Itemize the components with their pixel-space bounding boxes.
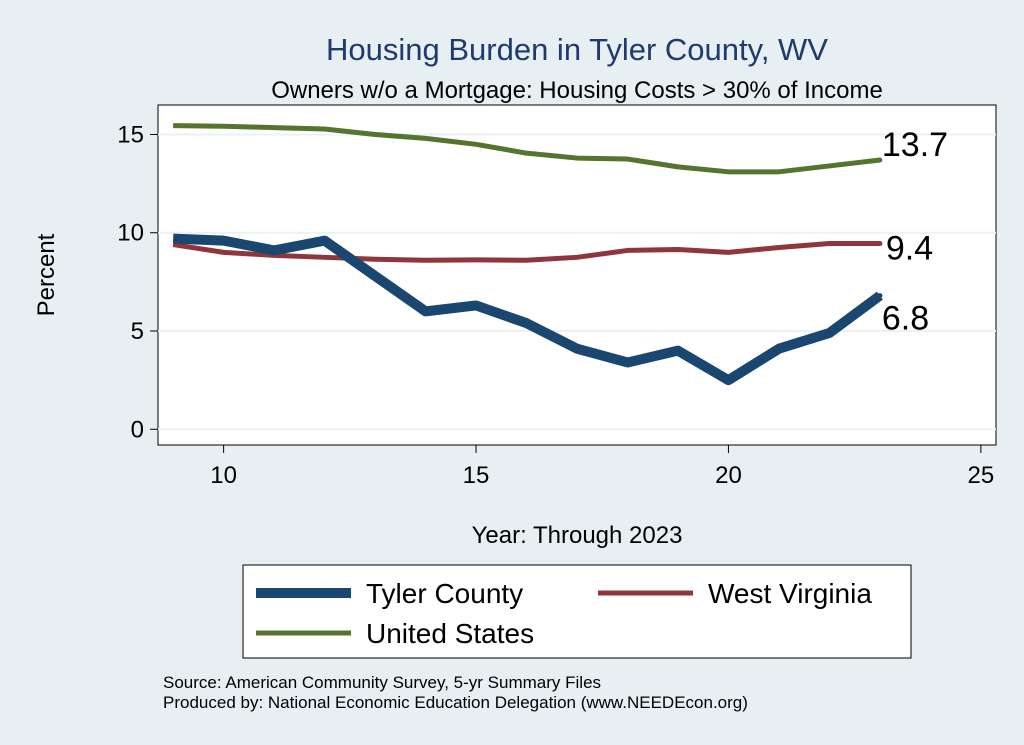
series-line-united-states	[173, 123, 881, 175]
y-tick-label-5: 5	[131, 318, 144, 345]
y-tick-label-10: 10	[117, 220, 144, 247]
source-line: Source: American Community Survey, 5-yr …	[163, 673, 601, 692]
chart-title: Housing Burden in Tyler County, WV	[326, 32, 828, 67]
legend-label-united-states: United States	[366, 618, 534, 649]
legend: Tyler County West Virginia United States	[256, 578, 872, 649]
produced-by-line: Produced by: National Economic Education…	[163, 693, 748, 712]
series-line-tyler-county	[172, 233, 883, 386]
series-lines	[172, 123, 883, 386]
end-label-tyler-county: 6.8	[882, 300, 929, 338]
chart-subtitle: Owners w/o a Mortgage: Housing Costs > 3…	[271, 77, 883, 104]
legend-box	[242, 564, 912, 659]
x-axis-label: Year: Through 2023	[472, 522, 683, 549]
end-label-west-virginia: 9.4	[886, 230, 933, 268]
end-marker-united-states	[877, 157, 883, 163]
x-tick-label-25: 25	[968, 462, 995, 489]
legend-label-west-virginia: West Virginia	[708, 578, 872, 609]
axes: 0 5 10 15 10 15 20 25	[117, 121, 994, 489]
y-tick-label-15: 15	[117, 121, 144, 148]
x-tick-label-10: 10	[210, 462, 237, 489]
gridlines	[158, 133, 996, 431]
y-tick-label-0: 0	[131, 416, 144, 443]
series-line-west-virginia	[172, 241, 880, 263]
end-marker-tyler-county	[877, 293, 883, 299]
end-marker-west-virginia	[877, 241, 883, 247]
y-axis-label: Percent	[33, 233, 60, 316]
end-label-united-states: 13.7	[882, 126, 948, 164]
x-tick-label-20: 20	[715, 462, 742, 489]
legend-label-tyler-county: Tyler County	[366, 578, 523, 609]
x-tick-label-15: 15	[463, 462, 490, 489]
end-labels: 13.7 9.4 6.8	[882, 126, 948, 338]
